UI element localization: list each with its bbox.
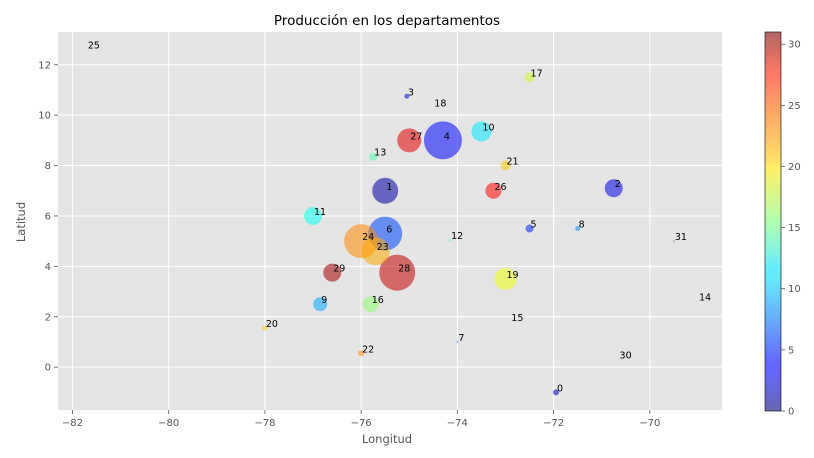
colorbar-ticks: 0 5 10 15 20 25 30 <box>781 40 801 418</box>
x-tick-label: −76 <box>351 418 372 429</box>
point-label: 16 <box>372 295 384 306</box>
point-labels: 01 23456789101112131415161718192021222324… <box>88 41 711 395</box>
point-label: 9 <box>321 295 327 306</box>
colorbar-tick-label: 25 <box>788 101 801 112</box>
point-label: 8 <box>579 220 585 231</box>
point-label: 11 <box>314 207 326 218</box>
colorbar <box>764 31 782 412</box>
y-tick-label: 0 <box>45 363 51 374</box>
colorbar-tick-label: 0 <box>788 407 794 418</box>
point-label: 23 <box>377 242 389 253</box>
x-tick-label: −74 <box>447 418 468 429</box>
colorbar-tick-label: 5 <box>788 345 794 356</box>
data-point <box>369 152 378 161</box>
colorbar-tick-label: 15 <box>788 223 801 234</box>
point-label: 0 <box>557 383 563 394</box>
data-point <box>379 254 416 291</box>
data-point <box>575 226 581 232</box>
point-label: 27 <box>410 131 422 142</box>
y-tick-label: 12 <box>38 60 51 71</box>
point-label: 26 <box>494 182 506 193</box>
point-label: 22 <box>362 344 374 355</box>
data-point <box>500 160 511 171</box>
point-label: 18 <box>434 99 446 110</box>
data-point <box>372 177 399 204</box>
point-label: 6 <box>386 225 392 236</box>
point-label: 24 <box>362 232 374 243</box>
data-point <box>313 297 328 312</box>
point-label: 25 <box>88 41 100 52</box>
data-point <box>304 206 323 225</box>
data-point <box>397 128 422 153</box>
x-axis-ticks: −82 −80 −78 −76 −74 −72 −70 <box>62 410 660 429</box>
x-tick-label: −80 <box>158 418 179 429</box>
y-axis-ticks: 0 2 4 6 8 10 12 <box>38 60 58 374</box>
x-tick-label: −70 <box>639 418 660 429</box>
point-label: 14 <box>699 293 711 304</box>
chart-title: Producción en los departamentos <box>274 13 500 29</box>
point-label: 21 <box>506 157 518 168</box>
data-point <box>553 389 559 396</box>
point-label: 19 <box>506 270 518 281</box>
data-point <box>361 237 390 266</box>
point-label: 4 <box>444 131 450 142</box>
data-point <box>423 121 462 160</box>
y-tick-label: 10 <box>38 111 51 122</box>
point-label: 15 <box>511 313 523 324</box>
colorbar-tick-label: 30 <box>788 40 801 51</box>
x-tick-label: −78 <box>254 418 275 429</box>
point-label: 3 <box>408 87 414 98</box>
point-label: 13 <box>374 148 386 159</box>
point-label: 31 <box>675 232 687 243</box>
point-label: 5 <box>531 220 537 231</box>
data-point <box>525 224 534 233</box>
data-point <box>362 296 379 313</box>
point-label: 10 <box>482 123 494 134</box>
data-point <box>604 179 623 198</box>
point-label: 29 <box>333 264 345 275</box>
data-point <box>673 240 675 242</box>
point-label: 1 <box>386 182 392 193</box>
data-point <box>456 341 459 343</box>
data-point <box>524 72 535 83</box>
data-point <box>262 325 268 331</box>
data-point <box>494 267 517 290</box>
data-point <box>404 93 410 99</box>
data-point <box>448 238 452 242</box>
data-point <box>358 350 365 357</box>
y-tick-label: 4 <box>45 262 51 273</box>
point-label: 30 <box>620 351 632 362</box>
point-label: 28 <box>398 264 410 275</box>
point-label: 17 <box>531 68 543 79</box>
y-tick-label: 8 <box>45 161 51 172</box>
point-label: 12 <box>451 231 463 242</box>
y-tick-label: 2 <box>45 312 51 323</box>
point-label: 20 <box>266 319 278 330</box>
point-label: 2 <box>615 179 621 190</box>
x-axis-label: Longitud <box>362 432 412 446</box>
data-points <box>262 72 675 396</box>
data-point <box>471 121 492 142</box>
x-tick-label: −82 <box>62 418 83 429</box>
colorbar-tick-label: 10 <box>788 284 801 295</box>
y-tick-label: 6 <box>45 211 51 222</box>
data-point <box>485 182 502 199</box>
data-point <box>323 263 342 282</box>
x-tick-label: −72 <box>543 418 564 429</box>
point-label: 7 <box>458 333 464 344</box>
y-axis-label: Latitud <box>14 202 28 242</box>
colorbar-tick-label: 20 <box>788 162 801 173</box>
